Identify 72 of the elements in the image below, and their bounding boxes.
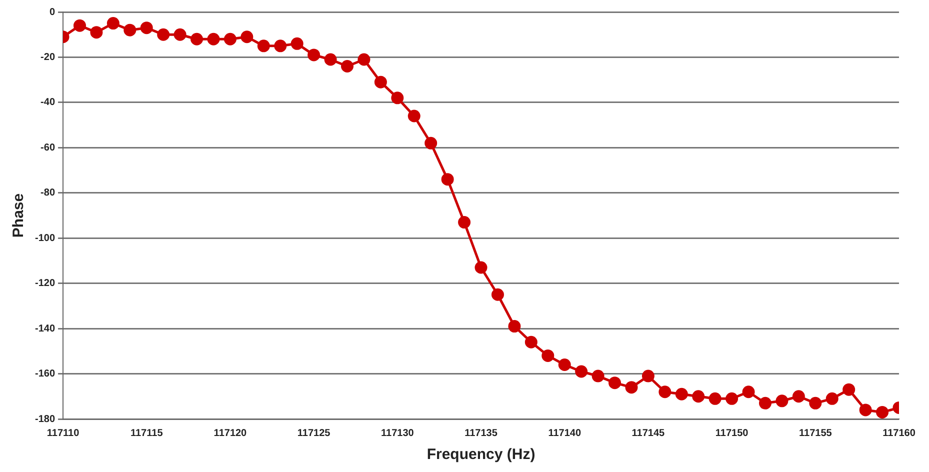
y-tick-label: -80 (40, 188, 56, 199)
point (458, 216, 471, 229)
x-tick-label: 117135 (464, 428, 498, 439)
y-tick-label: -20 (40, 52, 56, 63)
point (524, 336, 538, 348)
point (625, 381, 638, 394)
y-tick-label: -140 (35, 323, 56, 334)
x-tick-label: 117130 (380, 428, 414, 439)
point (341, 60, 354, 73)
y-tick-label: -100 (35, 232, 56, 244)
point (592, 370, 604, 382)
y-tick-label: -60 (40, 142, 56, 154)
x-tick-label: 117145 (632, 428, 666, 439)
point (474, 261, 488, 274)
point (391, 92, 404, 104)
y-tick-label: -160 (35, 368, 56, 380)
point (491, 288, 504, 301)
point (792, 390, 805, 403)
x-tick-label: 117125 (297, 428, 331, 439)
point (642, 370, 654, 382)
point (692, 390, 705, 403)
point (758, 396, 772, 410)
point (608, 376, 622, 390)
point (424, 136, 438, 150)
point (124, 24, 136, 36)
point (726, 392, 738, 405)
x-tick-label: 117120 (214, 428, 248, 439)
point (257, 40, 270, 52)
point (408, 110, 420, 122)
point (658, 386, 672, 398)
y-tick-label: -120 (35, 278, 56, 290)
x-tick-label: 117150 (715, 428, 749, 439)
x-tick-label: 117140 (548, 428, 582, 439)
x-tick-label: 117160 (882, 428, 916, 439)
point (157, 28, 170, 41)
point (558, 358, 571, 371)
x-tick-label: 117115 (130, 428, 164, 439)
x-tick-label: 117155 (798, 428, 832, 439)
y-axis-title: Phase (10, 193, 28, 238)
point (290, 37, 304, 50)
point (106, 17, 120, 30)
point (324, 53, 337, 66)
point (224, 32, 236, 46)
point (274, 40, 287, 52)
point (708, 392, 722, 405)
point (859, 404, 872, 416)
point (240, 30, 254, 44)
point (308, 48, 320, 62)
point (90, 26, 103, 39)
y-tick-label: -40 (40, 97, 56, 108)
point (140, 22, 153, 34)
point (73, 19, 86, 32)
point (508, 320, 521, 333)
point (742, 386, 755, 398)
point (675, 388, 688, 400)
point (374, 76, 387, 88)
point (826, 392, 838, 405)
point (842, 383, 856, 396)
point (809, 396, 822, 410)
x-tick-label: 117110 (46, 428, 80, 439)
point (441, 173, 454, 186)
point (358, 53, 370, 66)
y-tick-label: 0 (49, 6, 56, 18)
point (876, 406, 889, 418)
point (190, 32, 204, 46)
point (207, 32, 220, 46)
point (575, 365, 588, 378)
point (542, 349, 554, 362)
point (776, 394, 788, 408)
point (174, 28, 186, 41)
x-axis-title: Frequency (Hz) (426, 446, 536, 464)
y-tick-label: -180 (35, 414, 56, 425)
